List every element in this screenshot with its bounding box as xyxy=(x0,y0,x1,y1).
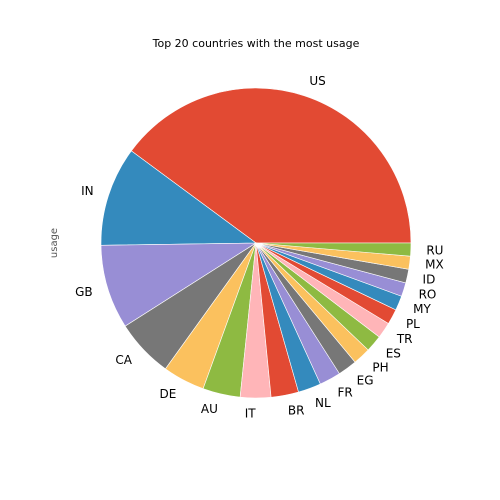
pie-label-mx: MX xyxy=(425,258,444,272)
pie-label-tr: TR xyxy=(396,332,413,346)
pie-label-ca: CA xyxy=(115,353,132,367)
pie-label-us: US xyxy=(309,74,325,88)
pie-label-id: ID xyxy=(423,272,436,286)
pie-label-pl: PL xyxy=(406,317,420,331)
pie-slice-gb xyxy=(100,242,258,327)
pie-label-fr: FR xyxy=(338,386,353,400)
pie-slice-us xyxy=(130,87,412,244)
pie-label-ro: RO xyxy=(419,287,437,301)
y-axis-label: usage xyxy=(49,228,60,258)
pie-label-in: IN xyxy=(81,184,94,198)
pie-label-ru: RU xyxy=(426,243,443,257)
pie-label-my: MY xyxy=(413,302,431,316)
pie-label-eg: EG xyxy=(357,374,374,388)
pie-label-ph: PH xyxy=(372,361,388,375)
pie-slice-ru xyxy=(255,242,412,257)
pie-slices xyxy=(100,87,412,399)
chart-title: Top 20 countries with the most usage xyxy=(152,37,360,50)
pie-label-it: IT xyxy=(245,406,257,420)
pie-label-au: AU xyxy=(201,402,218,416)
pie-label-nl: NL xyxy=(315,396,331,410)
pie-label-es: ES xyxy=(386,347,401,361)
pie-label-gb: GB xyxy=(75,285,93,299)
pie-label-de: DE xyxy=(160,387,177,401)
pie-label-br: BR xyxy=(288,403,305,417)
pie-slice-in xyxy=(100,150,257,246)
